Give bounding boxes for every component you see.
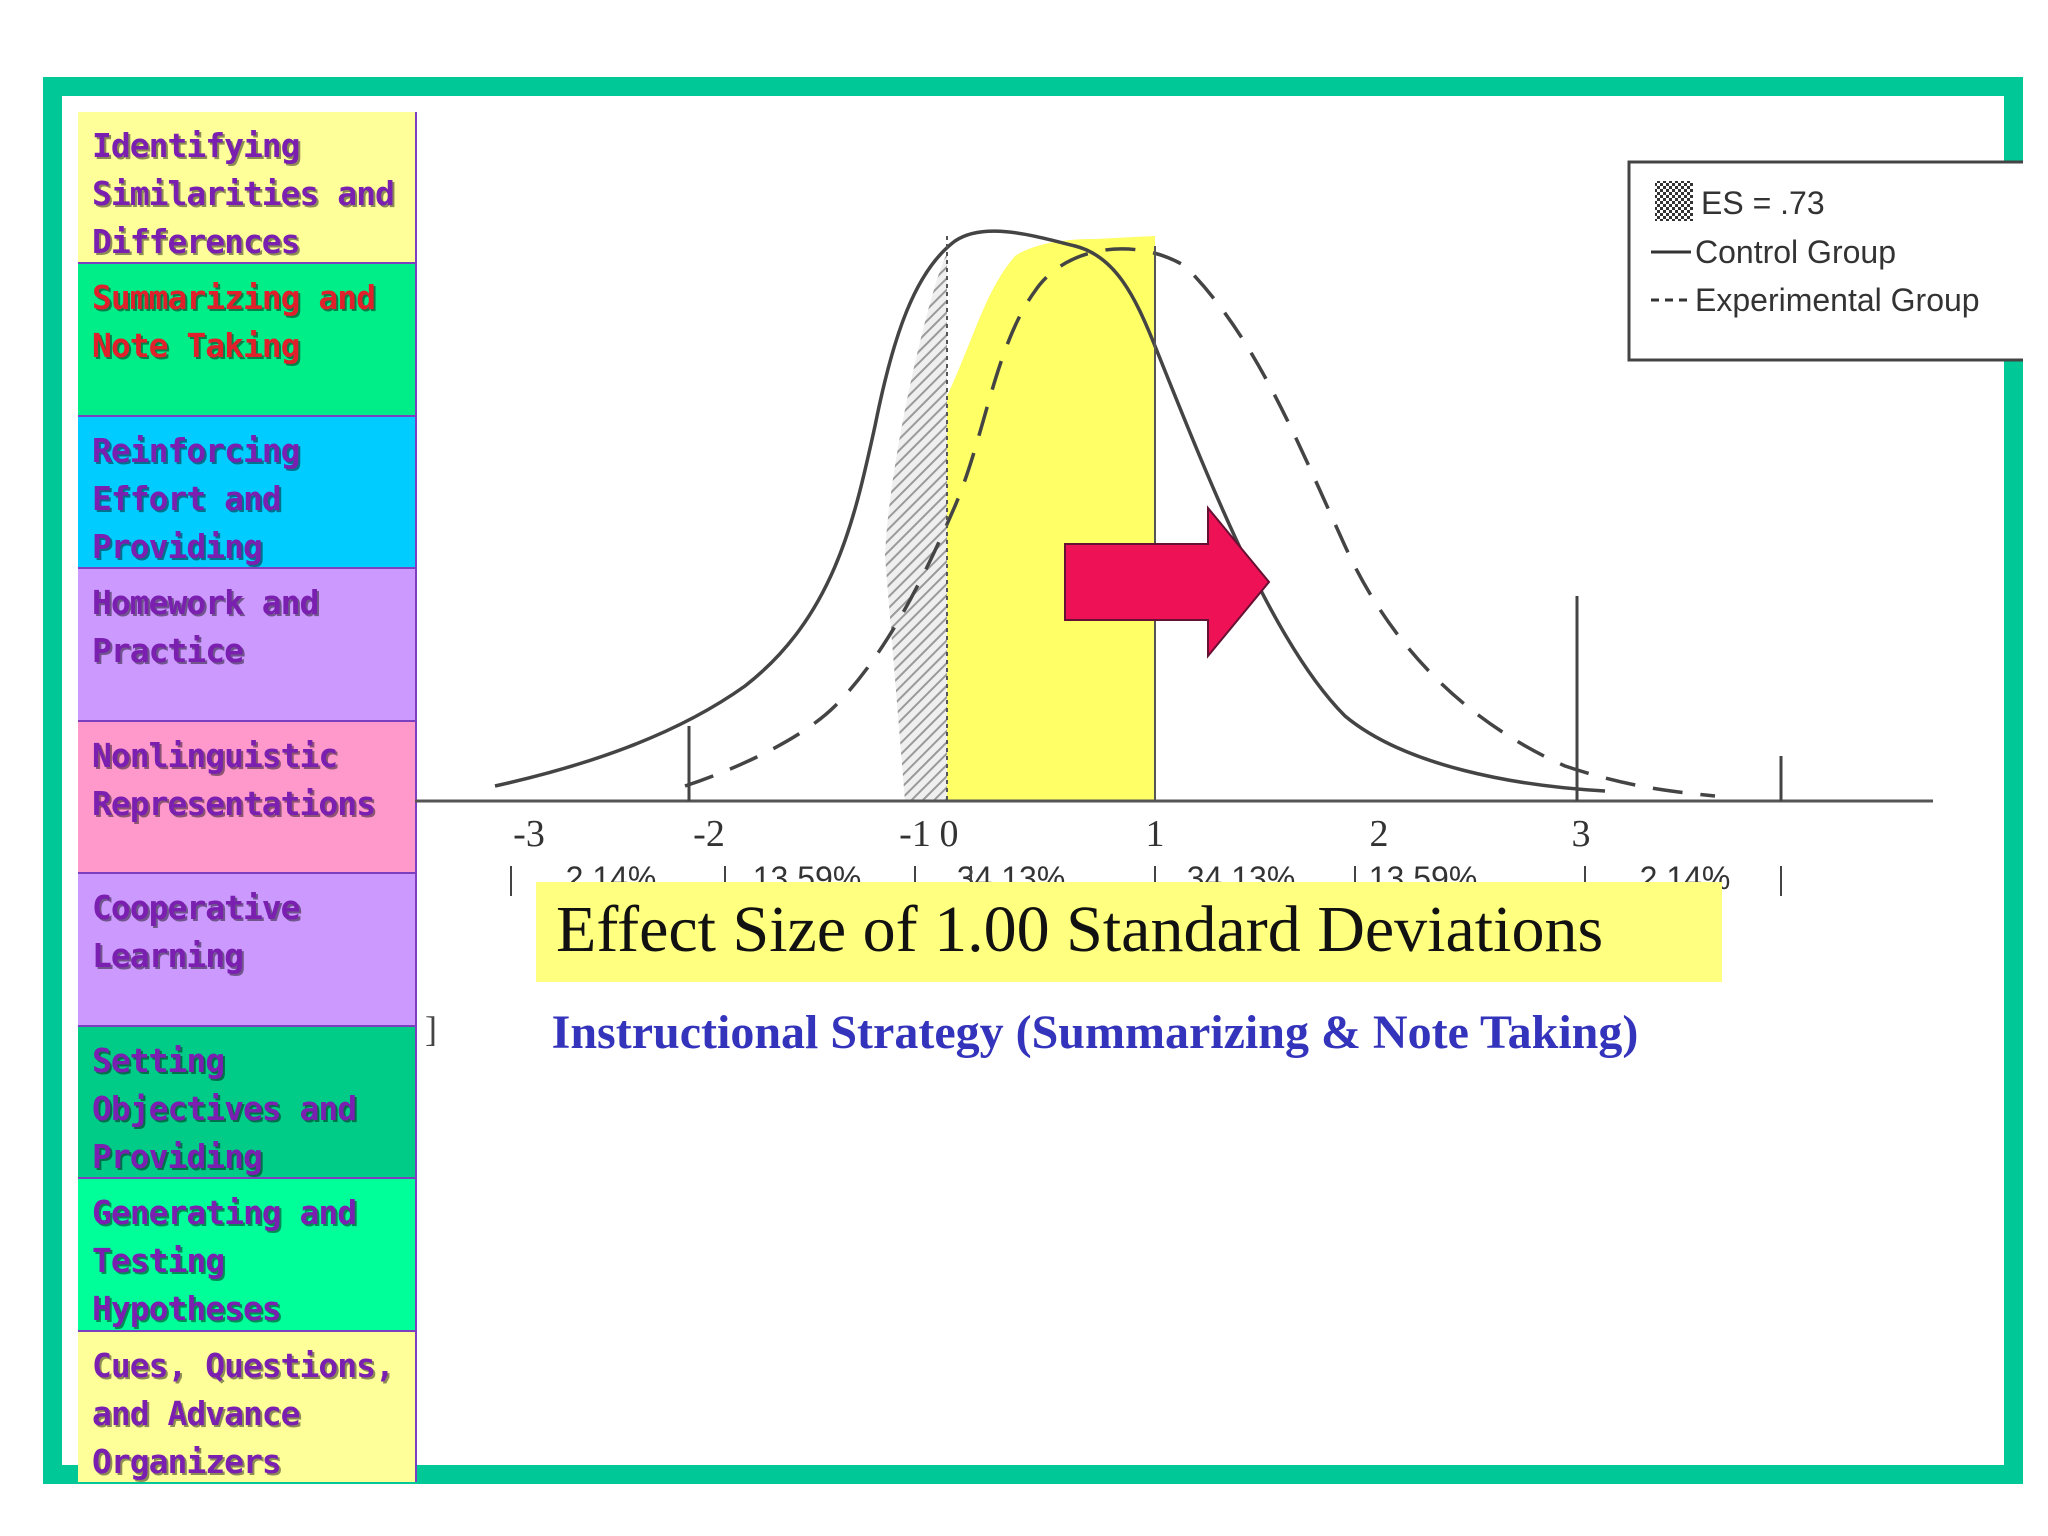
sidebar-item-2[interactable]: Summarizing and Note Taking [78,264,415,417]
tick-label: 0 [940,813,959,855]
axis-tick-labels: -3 -2 -1 0 1 2 3 [513,813,1590,855]
effect-size-figure: -3 -2 -1 0 1 2 3 2.14% 13.59% 34.13% 34.13% 13.59%… [415,160,2023,1049]
legend-experimental-label: Experimental Group [1695,282,1980,318]
sidebar-item-9[interactable]: Cues, Questions, and Advance Organizers [78,1331,415,1482]
legend: ES = .73 Control Group Experimental Grou… [1627,160,2023,362]
tick-label: -3 [513,813,545,855]
control-group-curve [494,229,1606,793]
sidebar-item-1[interactable]: Identifying Similarities and Differences [78,112,415,265]
legend-control-label: Control Group [1695,234,1896,270]
sidebar-item-label: Homework and Practice [92,583,319,671]
sidebar-item-label: Setting Objectives and Providing Feedbac… [92,1040,357,1176]
tick-label: 2 [1370,813,1389,855]
main-content: -3 -2 -1 0 1 2 3 2.14% 13.59% 34.13% 34.13% 13.59%… [415,96,2023,1465]
sidebar-item-5[interactable]: Nonlinguistic Representations [78,721,415,875]
right-arrow-icon [1064,505,1271,659]
sidebar-item-label: Generating and Testing Hypotheses [92,1193,357,1329]
caption-box: Effect Size of 1.00 Standard Deviations [536,882,1722,982]
sidebar-item-label: Cooperative Learning [92,888,301,976]
strategy-sidebar: Identifying Similarities and Differences… [78,112,417,1482]
sidebar-item-label: Summarizing and Note Taking [92,278,376,366]
legend-es-label: ES = .73 [1701,185,1825,221]
tick-label: 3 [1572,813,1591,855]
slide-frame: Identifying Similarities and Differences… [43,77,2023,1484]
sidebar-item-label: Cues, Questions, and Advance Organizers [92,1345,395,1481]
sidebar-item-4[interactable]: Homework and Practice [78,569,415,722]
es-swatch-icon [1655,181,1693,221]
effect-size-highlight [947,236,1155,801]
hatched-region [885,254,947,801]
tick-label: 1 [1146,813,1165,855]
sidebar-item-label: Identifying Similarities and Differences [92,126,395,261]
experimental-group-curve [684,247,1716,798]
sidebar-item-label: Reinforcing Effort and Providing Recogni… [92,430,301,566]
sidebar-item-6[interactable]: Cooperative Learning [78,874,415,1027]
sidebar-item-8[interactable]: Generating and Testing Hypotheses [78,1179,415,1332]
tick-label: -1 [899,813,931,855]
tick-label: -2 [693,813,725,855]
caption: Effect Size of 1.00 Standard Deviations [556,893,1604,966]
sidebar-item-7[interactable]: Setting Objectives and Providing Feedbac… [78,1026,415,1180]
sidebar-item-3[interactable]: Reinforcing Effort and Providing Recogni… [78,416,415,570]
stray-bracket: ] [425,1009,437,1049]
subcaption: Instructional Strategy (Summarizing & No… [551,1006,1639,1059]
sidebar-item-label: Nonlinguistic Representations [92,735,376,823]
